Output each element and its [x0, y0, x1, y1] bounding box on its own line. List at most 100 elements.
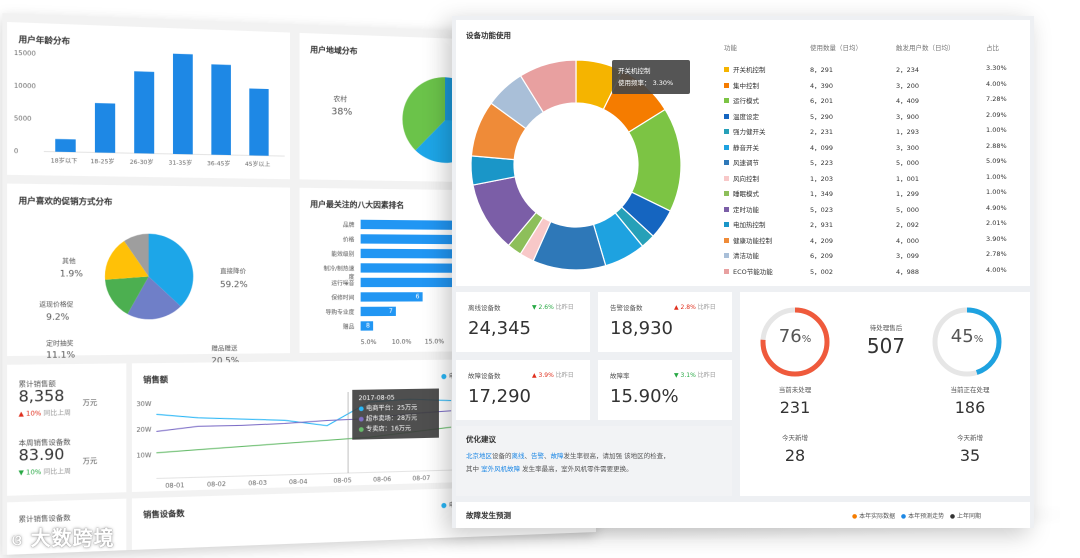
advice-p10[interactable]: 室外风机故障: [481, 465, 520, 473]
factor-value: 7: [389, 308, 393, 315]
age-ytick: 5000: [14, 115, 32, 123]
device-ratio: 2.88%: [986, 142, 1007, 150]
stat-card: 故障设备数 ▲ 3.9% 比昨日 17,290: [456, 360, 590, 420]
factors-xtick-2: 10.0%: [392, 339, 412, 346]
device-users: 3，900: [896, 111, 919, 121]
advice-card: 优化建议 北京地区设备的离线、告警、故障发生率很高，请加强 该地区的检查， 其中…: [456, 426, 732, 496]
device-func-name: 静音开关: [733, 144, 759, 152]
device-count: 2，931: [810, 219, 833, 229]
device-func: 健康功能控制: [724, 235, 772, 245]
wait-label: 待处理售后: [858, 322, 914, 332]
device-row[interactable]: 强力健开关 2，231 1，293 1.00%: [724, 126, 1024, 141]
age-bar: [249, 88, 268, 155]
forecast-leg-1: 本年实际数据: [859, 513, 895, 520]
processing-label: 当前正在处理: [930, 384, 1010, 394]
kpi1-change-cmp: 同比上周: [44, 409, 71, 417]
device-row[interactable]: 开关机控制 8，291 2，234 3.30%: [724, 64, 1024, 79]
device-func-name: 温度设定: [733, 113, 759, 121]
factors-xtick-3: 15.0%: [425, 338, 444, 345]
age-xtick: 45岁以上: [245, 160, 271, 169]
device-count: 5，023: [810, 204, 833, 214]
stat-change-cmp: 比昨日: [698, 304, 716, 311]
device-color-dot: [724, 67, 729, 72]
col-users: 触发用户数（日均）: [896, 42, 955, 52]
advice-p7[interactable]: 故障: [551, 452, 564, 460]
device-row[interactable]: 风速调节 5，223 5，000 5.09%: [724, 157, 1024, 172]
device-row[interactable]: 健康功能控制 4，209 4，000 3.90%: [724, 235, 1024, 250]
device-row[interactable]: 睡眠模式 1，349 1，299 1.00%: [724, 188, 1024, 203]
col-func: 功能: [724, 42, 737, 52]
sales-xtick-6: 08-06: [373, 476, 391, 484]
device-row[interactable]: ECO节能功能 5，002 4，988 4.00%: [724, 266, 1024, 281]
device-ratio: 1.00%: [986, 126, 1007, 134]
factors-xtick-1: 5.0%: [361, 339, 377, 346]
advice-p1[interactable]: 北京地区: [466, 452, 492, 460]
device-ratio: 1.00%: [986, 173, 1007, 181]
device-count: 4，209: [810, 235, 833, 245]
age-bar: [95, 103, 115, 153]
age-x-axis: [44, 152, 285, 157]
kpi2-change-cmp: 同比上周: [44, 468, 71, 476]
device-row[interactable]: 静音开关 4，099 3，300 2.88%: [724, 142, 1024, 157]
device-color-dot: [724, 160, 729, 165]
device-count: 4，390: [810, 80, 833, 90]
advice-text: 北京地区设备的离线、告警、故障发生率很高，请加强 该地区的检查， 其中 室外风机…: [466, 450, 726, 476]
device-users: 1，001: [896, 173, 919, 183]
device-color-dot: [724, 129, 729, 134]
forecast-leg-2: 本年预测走势: [908, 513, 944, 520]
new-today-value-1: 28: [762, 446, 828, 465]
advice-p5[interactable]: 告警: [531, 452, 544, 460]
device-color-dot: [724, 222, 729, 227]
device-func-name: 运行模式: [733, 97, 759, 105]
device-row[interactable]: 电加热控制 2，931 2，092 2.01%: [724, 219, 1024, 234]
gauge1-pct: %: [802, 334, 812, 345]
device-row[interactable]: 清洁功能 6，209 3，099 2.78%: [724, 250, 1024, 265]
stat-value: 18,930: [610, 318, 673, 339]
sales-kpi-card: 累计销售额 8,358 万元 ▲ 10% 同比上周 本周销售设备数 83.90 …: [7, 363, 126, 495]
stat-change-val: 2.8%: [681, 304, 696, 311]
age-bar: [211, 64, 231, 155]
age-ytick: 10000: [14, 82, 36, 90]
kpi2-change-val: 10%: [26, 469, 41, 477]
device-color-dot: [724, 207, 729, 212]
device-func-name: 风向控制: [733, 175, 759, 183]
device-ratio: 2.78%: [986, 250, 1007, 258]
promo-lottery-name: 定时抽奖: [46, 338, 73, 348]
device-users: 5，000: [896, 204, 919, 214]
factor-label: 导购专业度: [323, 308, 354, 316]
device-func-name: ECO节能功能: [733, 268, 773, 276]
age-xtick: 26-30岁: [130, 158, 154, 167]
device-users: 2，092: [896, 219, 919, 229]
device-color-dot: [724, 176, 729, 181]
stat-card: 离线设备数 ▼ 2.6% 比昨日 24,345: [456, 292, 590, 352]
device-usage-card: 设备功能使用 开关机控制 使用频率： 3.30% 功能 使用数量（日均） 触发用…: [456, 20, 1030, 286]
device-color-dot: [724, 238, 729, 243]
advice-p3[interactable]: 离线: [512, 452, 525, 460]
kpi1-unit: 万元: [83, 396, 98, 407]
device-color-dot: [724, 145, 729, 150]
device-ratio: 4.00%: [986, 80, 1007, 88]
device-ratio: 1.00%: [986, 188, 1007, 196]
device-func-name: 风速调节: [733, 159, 759, 167]
forecast-leg-3: 上年同期: [957, 513, 981, 520]
promo-pie: [7, 184, 290, 357]
device-row[interactable]: 温度设定 5，290 3，900 2.09%: [724, 111, 1024, 126]
donut-tip-val: 使用频率： 3.30%: [618, 77, 684, 89]
tip-b-text: 超市卖场：28万元: [366, 415, 417, 423]
device-func: 静音开关: [724, 142, 759, 152]
advice-title: 优化建议: [466, 434, 496, 445]
device-users: 4，988: [896, 266, 919, 276]
device-func: ECO节能功能: [724, 266, 773, 276]
device-func-name: 健康功能控制: [733, 237, 772, 245]
stat-label: 告警设备数: [610, 302, 643, 312]
sales-ytick-20: 20W: [136, 426, 151, 434]
device-func: 定时功能: [724, 204, 759, 214]
device-row[interactable]: 集中控制 4，390 3，200 4.00%: [724, 80, 1024, 95]
promo-lottery-pct: 11.1%: [46, 350, 75, 360]
device-row[interactable]: 风向控制 1，203 1，001 1.00%: [724, 173, 1024, 188]
device-row[interactable]: 运行模式 6，201 4，409 7.28%: [724, 95, 1024, 110]
stat-value: 17,290: [468, 386, 531, 407]
stat-card: 告警设备数 ▲ 2.8% 比昨日 18,930: [598, 292, 732, 352]
device-row[interactable]: 定时功能 5，023 5，000 4.90%: [724, 204, 1024, 219]
device-users: 3，200: [896, 80, 919, 90]
